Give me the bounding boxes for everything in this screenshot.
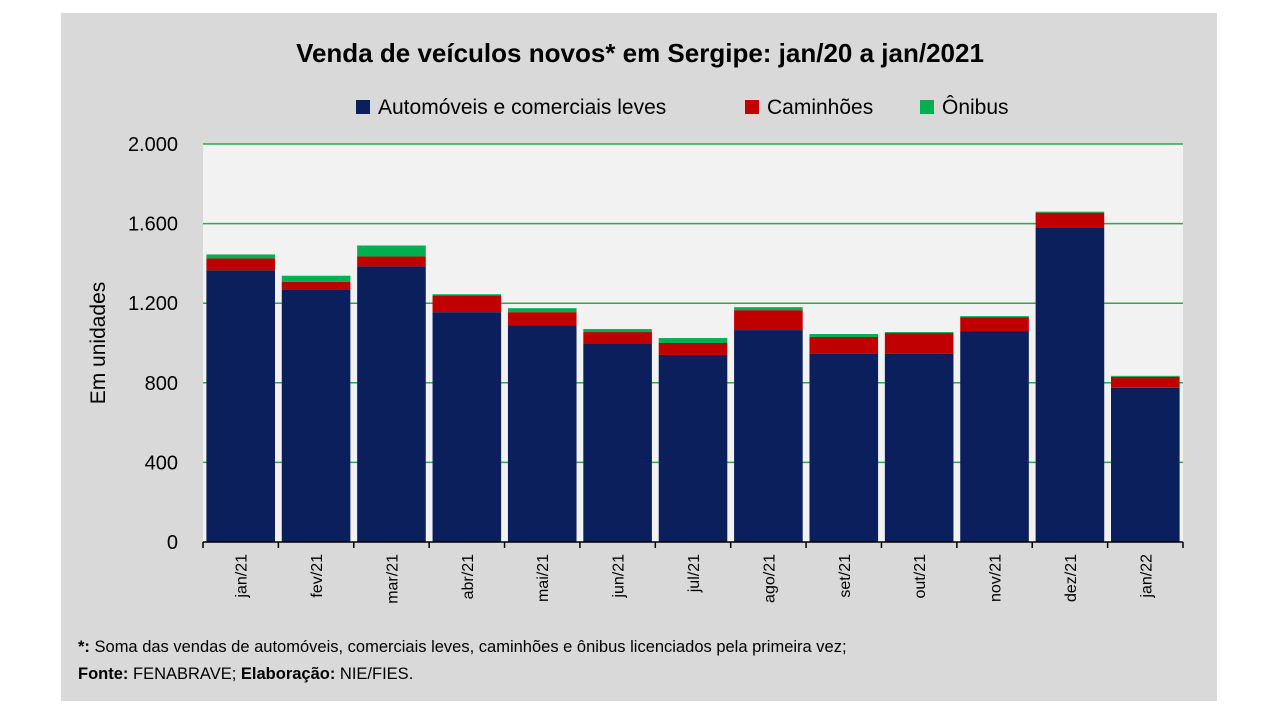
- bar-onibus: [809, 334, 879, 338]
- bar-automoveis: [1035, 227, 1105, 542]
- bar-automoveis: [734, 330, 803, 542]
- bar-automoveis: [432, 312, 502, 542]
- source-label: Fonte:: [78, 665, 129, 683]
- x-tick-label: ago/21: [761, 554, 778, 603]
- footnote-text: Soma das vendas de automóveis, comerciai…: [89, 638, 847, 656]
- footnote: *: Soma das vendas de automóveis, comerc…: [78, 634, 1208, 688]
- author-label: Elaboração:: [240, 665, 336, 683]
- bar-caminhoes: [1035, 212, 1105, 228]
- bar-caminhoes: [960, 317, 1029, 332]
- x-tick-label: abr/21: [460, 554, 477, 599]
- y-axis-ticks: 0 400 800 1.200 1.600 2.000: [128, 134, 178, 554]
- footnote-asterisk: *:: [78, 638, 90, 656]
- bar-onibus: [1111, 375, 1180, 377]
- bar-automoveis: [206, 270, 275, 542]
- x-tick-label: fev/21: [309, 554, 326, 598]
- bar-caminhoes: [1111, 376, 1180, 388]
- bar-onibus: [281, 275, 351, 282]
- bar-automoveis: [583, 343, 652, 542]
- x-tick-label: jan/22: [1138, 554, 1155, 599]
- legend-label: Caminhões: [767, 96, 873, 119]
- bar-onibus: [960, 316, 1029, 318]
- x-tick-label: jan/21: [234, 554, 251, 599]
- bar-automoveis: [507, 325, 577, 542]
- y-tick-label: 400: [145, 452, 178, 474]
- bar-automoveis: [809, 353, 879, 542]
- bar-onibus: [357, 245, 426, 257]
- bars: [206, 211, 1180, 542]
- source-value: FENABRAVE;: [128, 665, 241, 683]
- legend-swatch: [745, 100, 759, 114]
- bar-onibus: [884, 332, 954, 334]
- x-tick-label: set/21: [837, 554, 854, 598]
- bar-caminhoes: [884, 333, 954, 354]
- x-axis-labels: jan/21 fev/21 mar/21 abr/21 mai/21 jun/21 jul/…: [234, 554, 1156, 604]
- legend: Automóveis e comerciais leves Caminhões Ôn…: [356, 96, 1009, 119]
- x-axis: [202, 541, 1184, 548]
- bar-automoveis: [357, 266, 426, 542]
- bar-onibus: [432, 294, 502, 296]
- y-tick-label: 0: [167, 532, 178, 554]
- bar-automoveis: [281, 289, 351, 542]
- y-axis-title: Em unidades: [87, 282, 110, 405]
- y-tick-label: 2.000: [128, 134, 178, 156]
- bar-onibus: [1035, 211, 1105, 213]
- bar-caminhoes: [281, 281, 351, 290]
- footnote-line-2: Fonte: FENABRAVE; Elaboração: NIE/FIES.: [78, 661, 1208, 688]
- bar-onibus: [658, 338, 728, 343]
- y-tick-label: 1.600: [128, 214, 178, 236]
- x-tick-label: dez/21: [1063, 554, 1080, 602]
- bar-caminhoes: [809, 337, 879, 354]
- y-tick-label: 1.200: [128, 293, 178, 315]
- bar-caminhoes: [734, 310, 803, 331]
- x-tick-label: mar/21: [384, 554, 401, 604]
- bar-caminhoes: [583, 332, 652, 344]
- bar-automoveis: [884, 353, 954, 542]
- bar-automoveis: [960, 331, 1029, 542]
- x-tick-label: jul/21: [686, 554, 703, 593]
- x-tick-label: nov/21: [988, 554, 1005, 602]
- bar-caminhoes: [206, 258, 275, 271]
- bar-onibus: [734, 307, 803, 311]
- bar-onibus: [206, 254, 275, 259]
- bar-onibus: [583, 329, 652, 333]
- x-tick-label: out/21: [912, 554, 929, 599]
- footnote-line-1: *: Soma das vendas de automóveis, comerc…: [78, 634, 1208, 661]
- x-tick-label: mai/21: [535, 554, 552, 602]
- chart-title: Venda de veículos novos* em Sergipe: jan…: [296, 38, 984, 68]
- bar-onibus: [507, 308, 577, 313]
- x-tick-label: jun/21: [611, 554, 628, 599]
- author-value: NIE/FIES.: [335, 665, 414, 683]
- bar-automoveis: [658, 354, 728, 542]
- bar-caminhoes: [432, 295, 502, 313]
- legend-swatch: [356, 100, 370, 114]
- legend-label: Ônibus: [942, 96, 1009, 119]
- bar-caminhoes: [658, 343, 728, 355]
- bar-caminhoes: [357, 256, 426, 267]
- legend-label: Automóveis e comerciais leves: [378, 96, 666, 119]
- bar-caminhoes: [507, 312, 577, 326]
- y-tick-label: 800: [145, 373, 178, 395]
- legend-swatch: [920, 100, 934, 114]
- bar-automoveis: [1111, 387, 1180, 542]
